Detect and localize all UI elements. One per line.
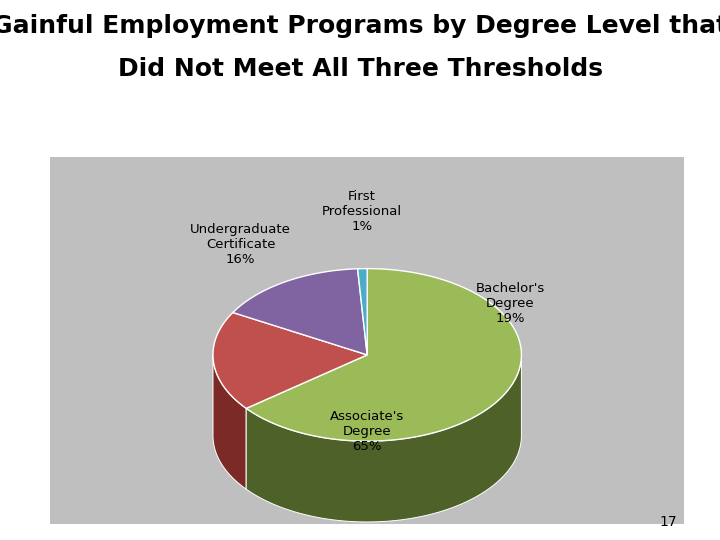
Text: Did Not Meet All Three Thresholds: Did Not Meet All Three Thresholds: [117, 57, 603, 80]
Polygon shape: [213, 313, 367, 408]
Polygon shape: [358, 268, 367, 355]
Polygon shape: [213, 354, 246, 489]
Text: Associate's
Degree
65%: Associate's Degree 65%: [330, 410, 405, 454]
Text: Gainful Employment Programs by Degree Level that: Gainful Employment Programs by Degree Le…: [0, 14, 720, 37]
Text: Bachelor's
Degree
19%: Bachelor's Degree 19%: [475, 282, 545, 325]
Text: 17: 17: [660, 515, 677, 529]
Text: First
Professional
1%: First Professional 1%: [322, 190, 402, 233]
Polygon shape: [246, 354, 521, 522]
Polygon shape: [246, 268, 521, 441]
Text: Undergraduate
Certificate
16%: Undergraduate Certificate 16%: [190, 223, 291, 266]
Polygon shape: [233, 269, 367, 355]
